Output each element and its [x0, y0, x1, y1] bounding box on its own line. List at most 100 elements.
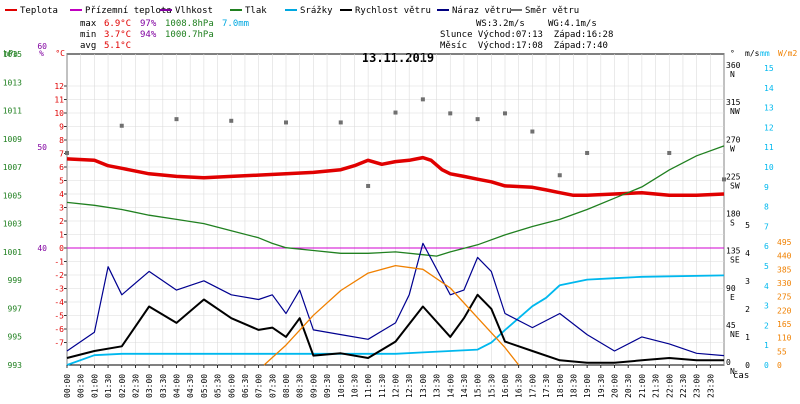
wind-direction-point	[338, 120, 343, 125]
ms-tick: 7	[764, 222, 769, 231]
dir-tick-value: 90	[726, 284, 736, 293]
ms-axis-title: m/s	[745, 49, 760, 58]
temp-tick: -3	[54, 285, 64, 294]
time-tick: 10:00	[337, 374, 346, 398]
mm-tick: 0	[745, 361, 750, 370]
stat-max-rain: 7.0mm	[222, 19, 249, 29]
legend: Teplota Přízemní teplota Vlhkost Tlak Srážky…	[5, 6, 579, 16]
hpa-tick: 1005	[3, 191, 22, 200]
hpa-tick: 993	[8, 361, 23, 370]
series	[65, 97, 726, 366]
time-tick: 09:00	[309, 374, 318, 398]
wm2-tick: 440	[777, 252, 792, 261]
time-tick: 23:00	[693, 374, 702, 398]
hpa-tick: 1001	[3, 248, 22, 257]
wind-direction-point	[65, 150, 69, 155]
mm-axis-title: mm	[760, 49, 770, 58]
ms-tick: 15	[764, 64, 774, 73]
stat-max-press: 1008.8hPa	[165, 19, 214, 29]
temp-tick: -2	[54, 271, 64, 280]
time-tick: 16:30	[515, 374, 524, 398]
dir-tick-name: SW	[730, 181, 740, 190]
dir-tick-value: 315	[726, 98, 741, 107]
wind-direction-point	[503, 111, 507, 116]
time-tick: 11:30	[378, 374, 387, 398]
stat-max-label: max	[80, 19, 97, 29]
time-tick: 11:00	[364, 374, 373, 398]
temp-tick: -5	[54, 312, 64, 321]
legend-label: Směr větru	[525, 6, 579, 16]
wm2-tick: 330	[777, 279, 792, 288]
wind-direction-point	[420, 97, 425, 102]
time-tick: 04:30	[186, 374, 195, 398]
time-tick: 17:00	[528, 374, 537, 398]
dir-tick-name: S	[730, 219, 735, 228]
temp-tick: 2	[59, 217, 64, 226]
stats-panel: max 6.9°C 97% 1008.8hPa 7.0mm min 3.7°C …	[80, 19, 613, 51]
legend-label: Přízemní teplota	[85, 6, 172, 16]
hpa-tick: 999	[8, 276, 23, 285]
wm2-tick: 55	[777, 347, 787, 356]
grid	[66, 54, 725, 365]
time-tick: 21:00	[638, 374, 647, 398]
mm-tick: 5	[745, 221, 750, 230]
pct-tick: 40	[37, 244, 47, 253]
time-tick: 19:00	[583, 374, 592, 398]
wind-direction-point	[366, 183, 371, 188]
dir-tick-value: 270	[726, 135, 741, 144]
temp-tick: -4	[54, 298, 64, 307]
legend-label: Rychlost větru	[355, 6, 431, 16]
hpa-tick: 1007	[3, 163, 22, 172]
time-tick: 16:00	[501, 374, 510, 398]
ms-tick: 6	[764, 242, 769, 251]
stat-min-label: min	[80, 30, 96, 40]
time-tick: 21:30	[652, 374, 661, 398]
time-tick: 02:30	[131, 374, 140, 398]
time-tick: 19:30	[597, 374, 606, 398]
ms-tick: 3	[764, 302, 769, 311]
mm-tick: 4	[745, 249, 750, 258]
ms-tick: 13	[764, 104, 774, 113]
wind-direction-point	[475, 117, 480, 122]
wind-direction-point	[229, 118, 234, 123]
time-tick: 13:30	[433, 374, 442, 398]
ms-tick: 14	[764, 84, 774, 93]
hpa-tick: 1003	[3, 220, 22, 229]
stat-ws: WS:3.2m/s	[476, 19, 525, 29]
wind-direction-point	[557, 173, 562, 178]
series-line	[66, 242, 725, 357]
dir-tick-name: NW	[730, 107, 740, 116]
legend-label: Teplota	[20, 6, 58, 16]
hpa-tick: 997	[8, 304, 23, 313]
hpa-tick: 1015	[3, 50, 22, 59]
temp-tick: -7	[54, 339, 64, 348]
ms-tick: 0	[764, 361, 769, 370]
legend-label: Náraz větru	[452, 6, 512, 16]
x-axis-label: čas	[733, 370, 749, 381]
wm2-tick: 275	[777, 293, 792, 302]
hpa-axis-title: hPa	[4, 49, 19, 58]
temp-tick: 6	[59, 163, 64, 172]
series-line	[263, 264, 520, 366]
ms-tick: 11	[764, 143, 774, 152]
wm2-tick: 220	[777, 306, 792, 315]
temp-tick: 0	[59, 244, 64, 253]
stat-min-press: 1000.7hPa	[165, 30, 214, 40]
ms-tick: 12	[764, 123, 774, 132]
dir-tick-value: 0	[726, 358, 731, 367]
ms-tick: 10	[764, 163, 774, 172]
time-tick: 06:00	[227, 374, 236, 398]
dir-tick-name: E	[730, 293, 735, 302]
time-tick: 18:00	[556, 374, 565, 398]
time-tick: 18:30	[569, 374, 578, 398]
hpa-tick: 1013	[3, 78, 22, 87]
dir-tick-value: 225	[726, 172, 741, 181]
time-tick: 01:30	[104, 374, 113, 398]
pct-axis-title: %	[39, 49, 44, 58]
degc-axis-title: °C	[55, 49, 65, 58]
stat-min-temp: 3.7°C	[104, 30, 131, 40]
time-tick: 15:00	[474, 374, 483, 398]
time-tick: 07:30	[268, 374, 277, 398]
stat-moon: Měsíc Východ:17:08 Západ:7:40	[440, 41, 608, 51]
